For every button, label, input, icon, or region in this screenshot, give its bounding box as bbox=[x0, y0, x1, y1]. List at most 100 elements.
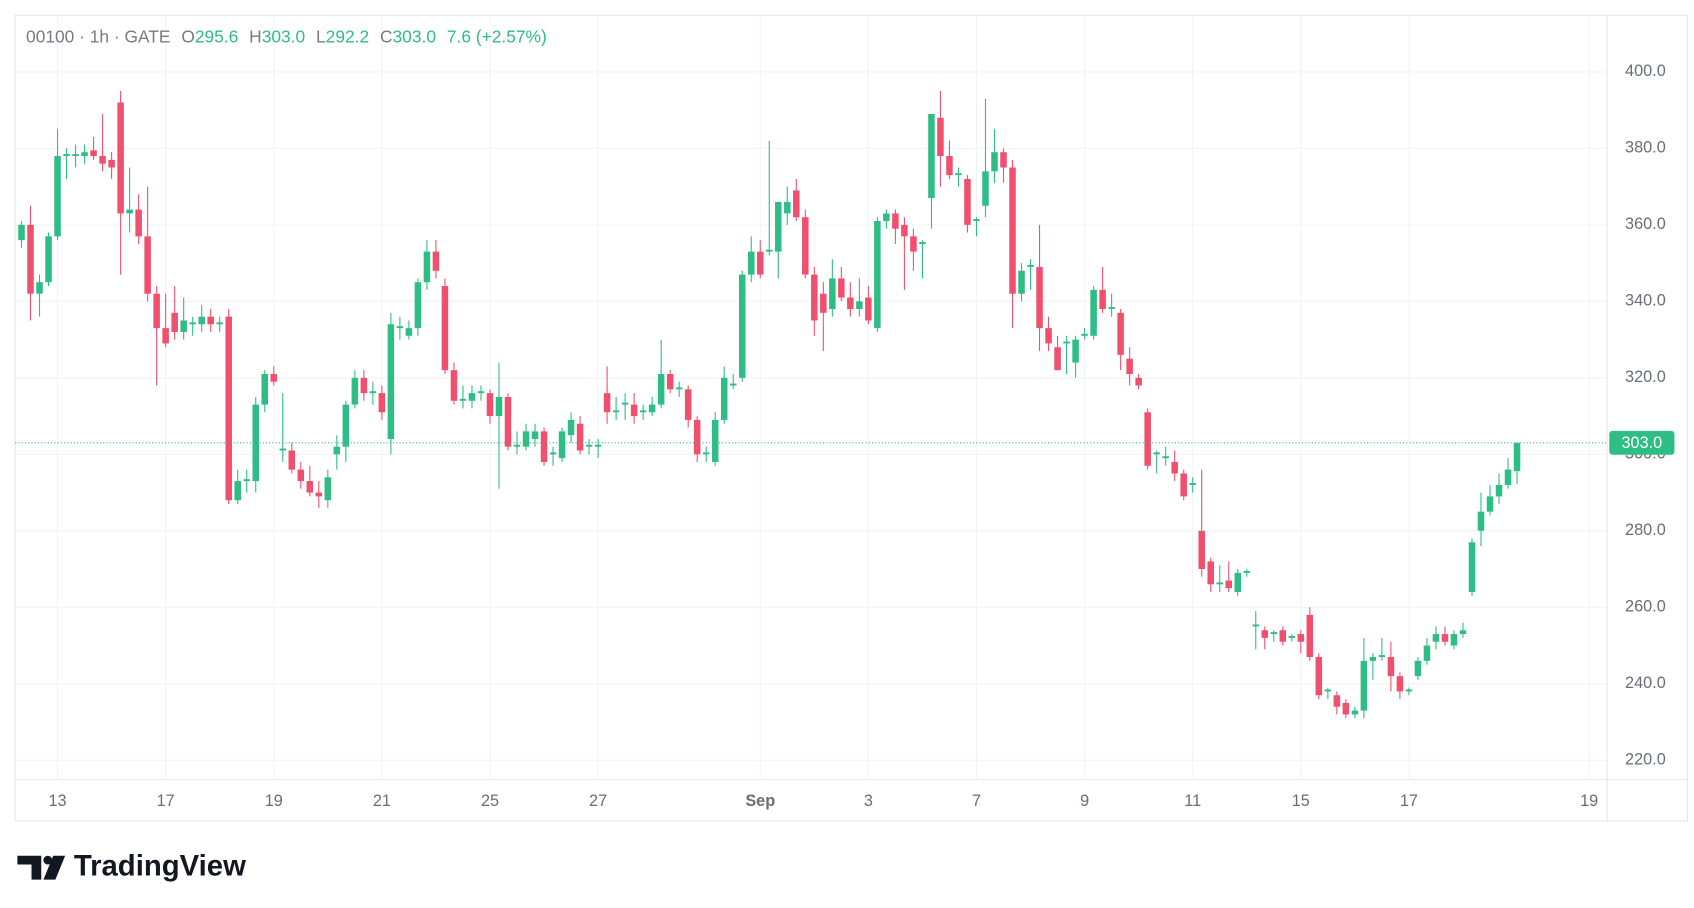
candles bbox=[18, 91, 1521, 719]
candle-body bbox=[883, 213, 890, 222]
candle-body bbox=[153, 293, 160, 329]
candle-body bbox=[207, 316, 214, 325]
candle-body bbox=[1036, 266, 1043, 329]
candle-body bbox=[1081, 333, 1088, 336]
candle-body bbox=[1198, 530, 1205, 570]
candle-body bbox=[45, 236, 52, 283]
candle-body bbox=[1234, 572, 1242, 592]
candle-body bbox=[531, 431, 539, 440]
candle-body bbox=[720, 377, 728, 420]
candle-body bbox=[1225, 580, 1232, 589]
candle-body bbox=[180, 320, 187, 332]
candle-body bbox=[1027, 265, 1034, 267]
candle-body bbox=[189, 322, 196, 325]
legend-high-label: H bbox=[249, 27, 262, 47]
y-tick-label: 340.0 bbox=[1625, 292, 1666, 310]
candle-body bbox=[1243, 570, 1251, 573]
labels: 220.0240.0260.0280.0300.0320.0340.0360.0… bbox=[15, 62, 1675, 810]
candle-body bbox=[684, 389, 692, 420]
candle-body bbox=[1216, 582, 1223, 585]
candle-body bbox=[18, 224, 25, 241]
candle-body bbox=[1459, 630, 1467, 635]
candle-body bbox=[315, 492, 323, 497]
candle-body bbox=[964, 178, 971, 225]
candle-body bbox=[775, 201, 782, 252]
candle-body bbox=[81, 152, 88, 157]
candle-body bbox=[306, 481, 314, 493]
legend-change: 7.6 (+2.57%) bbox=[447, 27, 547, 47]
candle-body bbox=[838, 278, 845, 298]
candle-body bbox=[495, 396, 503, 417]
candle-body bbox=[486, 393, 494, 417]
candle-body bbox=[1126, 358, 1133, 375]
candle-body bbox=[630, 404, 638, 417]
candle-body bbox=[396, 326, 404, 329]
candle-body bbox=[423, 251, 431, 283]
last-price-label: 303.0 bbox=[1622, 434, 1663, 452]
x-tick-label: 19 bbox=[265, 792, 283, 810]
candle-body bbox=[621, 402, 629, 405]
y-tick-label: 280.0 bbox=[1625, 521, 1666, 539]
brand-name: TradingView bbox=[74, 849, 246, 882]
candle-body bbox=[279, 448, 287, 451]
last-price-badge bbox=[1609, 430, 1675, 455]
candle-body bbox=[450, 370, 458, 401]
candle-body bbox=[856, 301, 863, 310]
candle-body bbox=[793, 190, 800, 218]
candle-body bbox=[729, 383, 737, 386]
candle-body bbox=[1351, 710, 1359, 715]
candle-body bbox=[973, 219, 980, 222]
candle-body bbox=[117, 102, 124, 214]
candle-body bbox=[27, 224, 34, 294]
candle-body bbox=[1000, 152, 1007, 168]
x-tick-label: 19 bbox=[1580, 792, 1598, 810]
candle-body bbox=[1270, 632, 1278, 635]
candle-body bbox=[1405, 689, 1413, 692]
y-tick-label: 360.0 bbox=[1625, 215, 1666, 233]
candle-body bbox=[1324, 689, 1332, 692]
candle-body bbox=[946, 156, 953, 176]
y-tick-label: 240.0 bbox=[1625, 674, 1666, 692]
logo-mark bbox=[43, 855, 53, 865]
candle-body bbox=[144, 236, 151, 294]
candle-body bbox=[603, 393, 611, 413]
candle-body bbox=[1018, 270, 1025, 294]
candle-body bbox=[1495, 484, 1503, 497]
candle-body bbox=[928, 113, 935, 199]
x-tick-label: 3 bbox=[864, 792, 873, 810]
candle-body bbox=[1513, 442, 1521, 472]
candle-body bbox=[1009, 167, 1016, 294]
candle-body bbox=[711, 419, 719, 462]
candle-body bbox=[261, 374, 269, 405]
brand-logo: TradingView bbox=[17, 849, 246, 882]
candle-body bbox=[829, 278, 836, 310]
candle-body bbox=[784, 201, 791, 214]
chart-frame bbox=[14, 14, 1689, 822]
candle-body bbox=[1396, 676, 1404, 692]
candle-body bbox=[225, 316, 232, 501]
candle-body bbox=[991, 152, 998, 172]
legend-low-label: L bbox=[316, 27, 326, 47]
candle-body bbox=[1450, 634, 1458, 646]
candle-body bbox=[1090, 289, 1097, 336]
candle-body bbox=[135, 209, 142, 237]
candle-body bbox=[874, 221, 881, 329]
x-tick-label: 9 bbox=[1080, 792, 1089, 810]
candle-body bbox=[504, 396, 512, 447]
candle-body bbox=[1414, 660, 1422, 677]
y-tick-label: 260.0 bbox=[1625, 598, 1666, 616]
candle-body bbox=[549, 452, 557, 455]
candle-body bbox=[1315, 657, 1323, 696]
candle-body bbox=[1207, 561, 1214, 585]
candle-body bbox=[171, 312, 178, 332]
candle-body bbox=[387, 324, 395, 440]
x-tick-label: Sep bbox=[745, 792, 775, 810]
candle-body bbox=[297, 469, 305, 482]
candle-body bbox=[1117, 312, 1124, 355]
candle-body bbox=[126, 209, 133, 214]
y-tick-label: 220.0 bbox=[1625, 751, 1666, 769]
candle-body bbox=[1306, 614, 1314, 658]
candle-body bbox=[324, 477, 332, 501]
candle-body bbox=[865, 297, 872, 321]
candle-body bbox=[1153, 452, 1160, 455]
